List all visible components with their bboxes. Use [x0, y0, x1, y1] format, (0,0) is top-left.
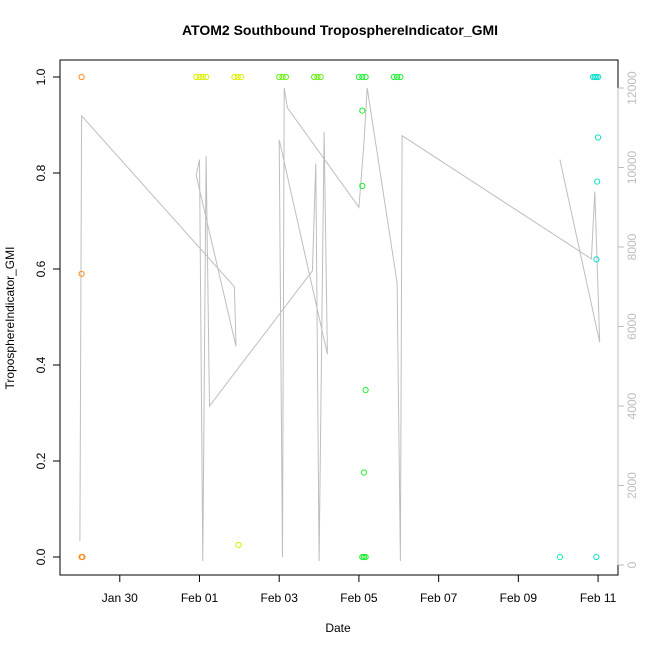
- data-point-series-3: [360, 469, 367, 476]
- chart-title: ATOM2 Southbound TroposphereIndicator_GM…: [182, 22, 498, 38]
- data-point-series-1: [234, 73, 241, 81]
- data-point-series-5: [595, 134, 602, 141]
- y2-tick-label: 12000: [625, 71, 639, 105]
- x-axis: Jan 30 Feb 01 Feb 03 Feb 05 Feb 07 Feb 09 Feb …: [102, 574, 617, 605]
- y2-tick-label: 4000: [625, 392, 639, 419]
- y2-axis-altitude: 0 2000 4000 6000 8000 10000 12000: [617, 71, 639, 568]
- data-point-series-3: [362, 386, 369, 394]
- scatter-points-layer: [78, 73, 602, 561]
- data-point-series-3: [390, 73, 397, 81]
- data-point-series-2: [317, 73, 324, 81]
- x-tick-label: Feb 09: [500, 591, 538, 605]
- y-tick-label: 1.0: [34, 68, 48, 85]
- data-point-series-4: [556, 553, 564, 561]
- altitude-line: [79, 87, 601, 562]
- data-point-series-3: [362, 73, 369, 81]
- y-axis-label: TroposphereIndicator_GMI: [3, 247, 17, 390]
- data-point-series-3: [394, 73, 401, 81]
- data-point-series-3: [359, 73, 366, 81]
- data-point-series-2: [311, 73, 318, 81]
- data-point-series-0: [79, 553, 86, 561]
- y-tick-label: 0.2: [34, 452, 48, 469]
- data-point-series-2: [282, 73, 289, 81]
- y-tick-label: 0.6: [34, 260, 48, 277]
- x-axis-label: Date: [325, 621, 351, 635]
- data-point-series-1: [203, 73, 210, 81]
- data-point-series-0: [78, 270, 85, 277]
- data-point-series-0: [78, 73, 85, 81]
- altitude-line-layer: [79, 87, 601, 562]
- x-tick-label: Feb 05: [340, 591, 378, 605]
- x-tick-label: Feb 01: [181, 591, 219, 605]
- y-tick-label: 0.4: [34, 356, 48, 373]
- data-point-series-3: [362, 553, 369, 561]
- y-tick-label: 0.8: [34, 164, 48, 181]
- x-tick-label: Feb 11: [580, 591, 617, 605]
- y2-tick-label: 6000: [625, 313, 639, 340]
- x-tick-label: Feb 03: [261, 591, 299, 605]
- data-point-series-3: [355, 73, 362, 81]
- data-point-series-2: [279, 73, 286, 81]
- y2-tick-label: 8000: [625, 233, 639, 260]
- data-point-series-5: [593, 256, 600, 263]
- y-tick-label: 0.0: [34, 548, 48, 565]
- data-point-series-3: [359, 107, 366, 114]
- y-axis: 0.0 0.2 0.4 0.6 0.8 1.0: [34, 68, 60, 565]
- y2-tick-label: 10000: [625, 150, 639, 184]
- data-point-series-1: [231, 73, 238, 81]
- data-point-series-3: [397, 73, 404, 81]
- data-point-series-1: [235, 541, 242, 549]
- data-point-series-1: [237, 73, 245, 81]
- data-point-series-5: [593, 73, 600, 81]
- data-point-series-2: [276, 73, 283, 81]
- data-point-series-2: [314, 73, 321, 81]
- data-point-series-1: [193, 73, 200, 81]
- y2-tick-label: 2000: [625, 472, 639, 499]
- data-point-series-3: [359, 182, 366, 190]
- data-point-series-5: [593, 553, 600, 561]
- y2-tick-label: 0: [625, 561, 639, 568]
- x-tick-label: Feb 07: [420, 591, 458, 605]
- data-point-series-5: [594, 178, 601, 185]
- data-point-series-3: [360, 553, 367, 561]
- x-tick-label: Jan 30: [102, 591, 138, 605]
- data-point-series-1: [199, 73, 206, 81]
- data-point-series-5: [595, 73, 602, 81]
- data-point-series-1: [196, 73, 203, 81]
